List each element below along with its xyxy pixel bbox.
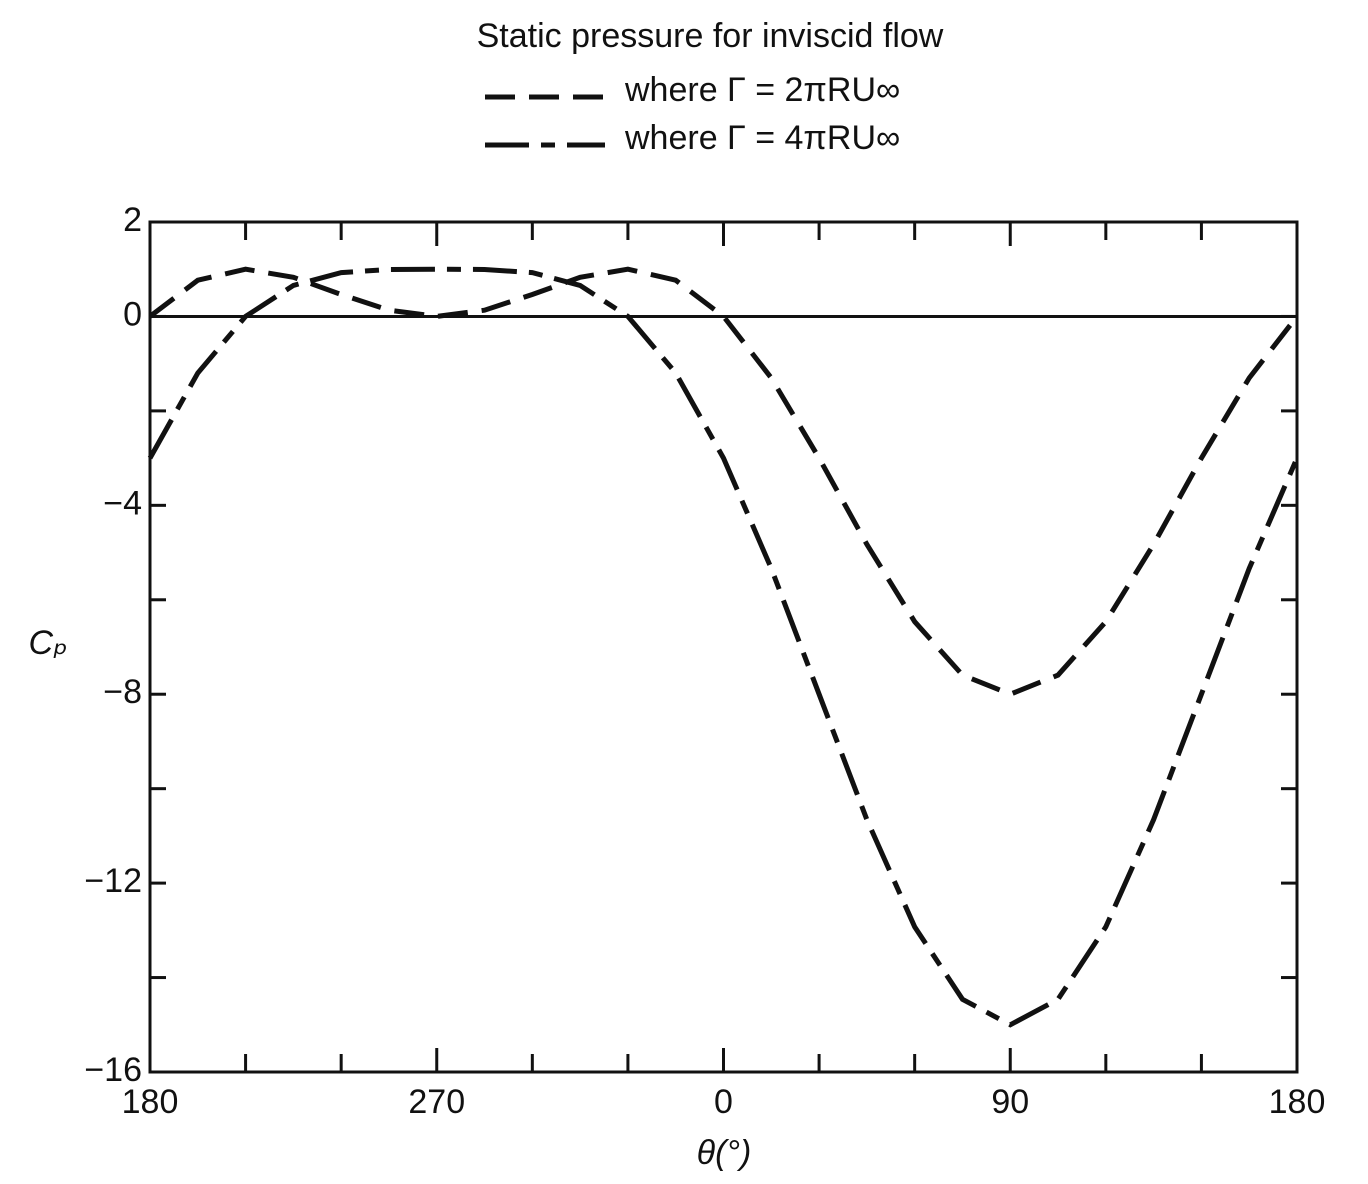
y-tick-label: −12 [84,862,142,900]
x-tick-label: 180 [1269,1083,1326,1121]
y-tick-label: −16 [84,1051,142,1089]
y-tick-label: −8 [103,673,142,711]
chart-title: Static pressure for inviscid flow [477,17,944,55]
y-tick-label: 2 [123,201,142,239]
x-tick-label: 180 [122,1083,179,1121]
x-tick-label: 270 [408,1083,465,1121]
line-series [147,266,1300,1028]
y-tick-label: −4 [103,484,142,522]
plot-frame [148,220,1299,1074]
legend-label: where Γ = 4πRU∞ [624,119,900,157]
x-tick-label: 90 [991,1083,1029,1121]
x-tick-label: 0 [714,1083,733,1121]
legend-label: where Γ = 2πRU∞ [624,71,900,109]
x-axis-label: θ(°) [697,1134,752,1172]
y-axis-label: Cₚ [28,624,67,662]
y-tick-label: 0 [123,295,142,333]
line-series [148,266,1299,697]
